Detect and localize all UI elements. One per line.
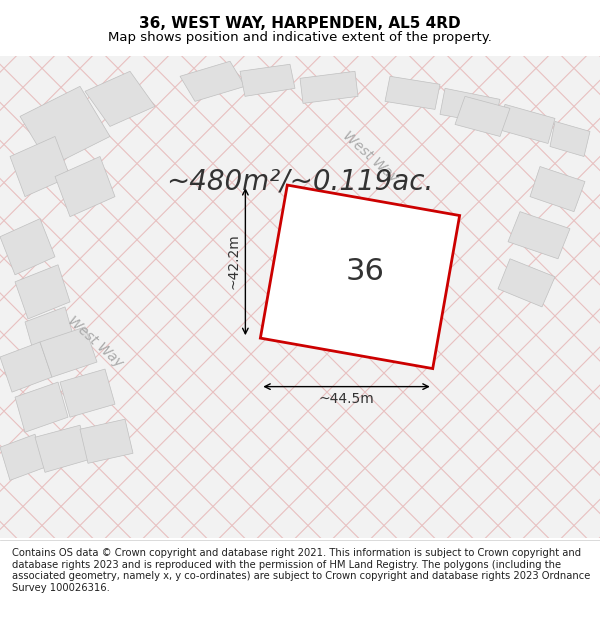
Polygon shape — [85, 71, 155, 126]
Polygon shape — [300, 71, 358, 103]
Polygon shape — [20, 86, 110, 166]
Polygon shape — [550, 121, 590, 156]
Text: Contains OS data © Crown copyright and database right 2021. This information is : Contains OS data © Crown copyright and d… — [12, 548, 590, 592]
Polygon shape — [10, 136, 70, 197]
Polygon shape — [530, 166, 585, 212]
Polygon shape — [35, 425, 90, 472]
Polygon shape — [55, 156, 115, 217]
Polygon shape — [385, 76, 440, 109]
Text: West Way: West Way — [340, 128, 400, 185]
Polygon shape — [25, 307, 75, 357]
Text: West Way: West Way — [65, 314, 125, 371]
Text: ~44.5m: ~44.5m — [319, 392, 374, 406]
Polygon shape — [15, 382, 68, 432]
Polygon shape — [0, 219, 55, 275]
Polygon shape — [260, 185, 460, 369]
Polygon shape — [180, 61, 245, 101]
Polygon shape — [60, 369, 115, 418]
Text: ~480m²/~0.119ac.: ~480m²/~0.119ac. — [166, 168, 434, 196]
Polygon shape — [80, 419, 133, 463]
Polygon shape — [40, 327, 97, 377]
Polygon shape — [498, 104, 555, 144]
Polygon shape — [0, 434, 45, 481]
Polygon shape — [440, 88, 500, 124]
Polygon shape — [0, 342, 52, 392]
Text: 36: 36 — [346, 258, 385, 286]
Polygon shape — [455, 96, 510, 136]
Polygon shape — [498, 259, 555, 307]
Text: 36, WEST WAY, HARPENDEN, AL5 4RD: 36, WEST WAY, HARPENDEN, AL5 4RD — [139, 16, 461, 31]
Text: ~42.2m: ~42.2m — [226, 234, 241, 289]
Text: Map shows position and indicative extent of the property.: Map shows position and indicative extent… — [108, 31, 492, 44]
Polygon shape — [240, 64, 295, 96]
Polygon shape — [508, 212, 570, 259]
Polygon shape — [15, 265, 70, 319]
